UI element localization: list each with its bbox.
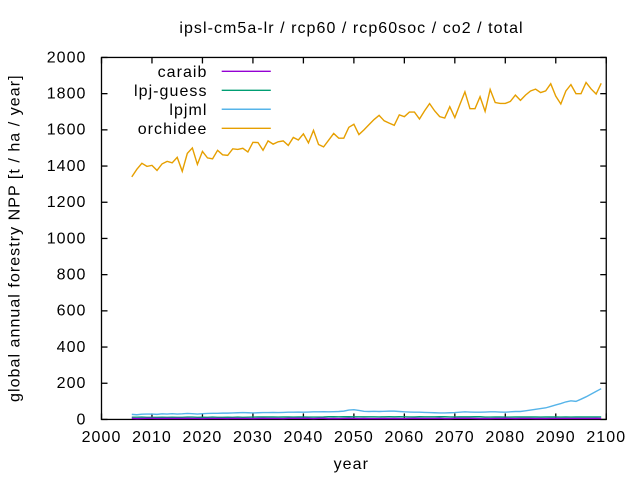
svg-text:2070: 2070 — [435, 429, 475, 446]
svg-text:orchidee: orchidee — [138, 121, 208, 138]
svg-text:2000: 2000 — [47, 49, 87, 66]
svg-text:600: 600 — [57, 303, 87, 320]
svg-text:caraib: caraib — [158, 64, 208, 81]
svg-text:2000: 2000 — [82, 429, 122, 446]
svg-text:2080: 2080 — [485, 429, 525, 446]
svg-text:200: 200 — [57, 375, 87, 392]
svg-text:global annual forestry NPP [t: global annual forestry NPP [t / ha / yea… — [6, 74, 23, 402]
svg-text:1400: 1400 — [47, 158, 87, 175]
svg-text:2090: 2090 — [536, 429, 576, 446]
svg-text:0: 0 — [77, 411, 87, 428]
svg-text:1800: 1800 — [47, 85, 87, 102]
svg-text:2060: 2060 — [384, 429, 424, 446]
svg-text:2040: 2040 — [284, 429, 324, 446]
svg-text:year: year — [334, 456, 369, 473]
svg-text:lpjml: lpjml — [169, 102, 207, 119]
svg-text:ipsl-cm5a-lr / rcp60 / rcp60so: ipsl-cm5a-lr / rcp60 / rcp60soc / co2 / … — [179, 20, 523, 37]
svg-text:400: 400 — [57, 339, 87, 356]
svg-text:1200: 1200 — [47, 194, 87, 211]
svg-text:2010: 2010 — [132, 429, 172, 446]
svg-text:2100: 2100 — [586, 429, 626, 446]
svg-text:2020: 2020 — [183, 429, 223, 446]
svg-text:lpj-guess: lpj-guess — [134, 83, 207, 100]
svg-text:2030: 2030 — [233, 429, 273, 446]
svg-text:1000: 1000 — [47, 230, 87, 247]
svg-text:1600: 1600 — [47, 122, 87, 139]
svg-text:800: 800 — [57, 266, 87, 283]
svg-text:2050: 2050 — [334, 429, 374, 446]
